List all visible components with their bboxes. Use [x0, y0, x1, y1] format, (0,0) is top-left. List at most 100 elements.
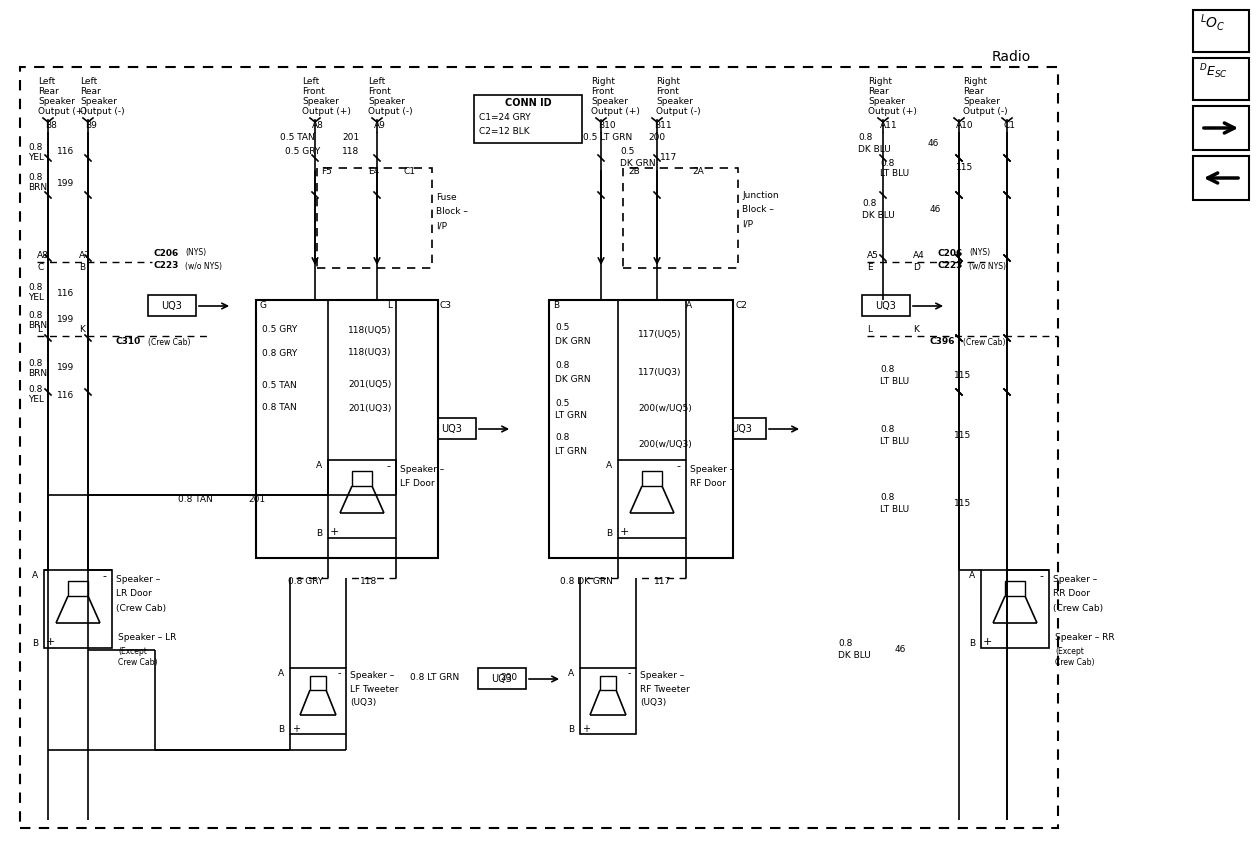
Text: Output (+): Output (+)	[302, 107, 351, 117]
Text: Left: Left	[368, 77, 385, 87]
Text: CONN ID: CONN ID	[505, 98, 552, 108]
Text: 0.8 LT GRN: 0.8 LT GRN	[410, 674, 459, 682]
Text: B: B	[969, 638, 975, 648]
Text: Speaker: Speaker	[963, 98, 999, 107]
Bar	[1193, 106, 1249, 150]
Text: DK GRN: DK GRN	[620, 158, 656, 167]
Text: LT GRN: LT GRN	[556, 447, 587, 456]
Text: (NYS): (NYS)	[969, 249, 991, 257]
Text: Left: Left	[302, 77, 319, 87]
Text: 46: 46	[895, 644, 906, 654]
Text: 0.8: 0.8	[28, 283, 43, 293]
Text: UQ3: UQ3	[491, 674, 513, 684]
Text: Crew Cab): Crew Cab)	[1055, 658, 1095, 668]
Text: Speaker –: Speaker –	[349, 671, 395, 681]
Text: LT BLU: LT BLU	[880, 170, 909, 178]
Text: (Crew Cab): (Crew Cab)	[963, 338, 1006, 346]
Bar	[317, 168, 432, 268]
Bar	[618, 460, 686, 538]
Text: Speaker: Speaker	[38, 98, 75, 107]
Bar	[623, 168, 738, 268]
Text: (Except: (Except	[1055, 648, 1084, 656]
Bar	[290, 668, 346, 734]
Text: BRN: BRN	[28, 184, 47, 192]
Text: C1=24 GRY: C1=24 GRY	[479, 113, 530, 121]
Text: DK BLU: DK BLU	[838, 650, 871, 660]
Bar	[642, 471, 662, 486]
Text: Rear: Rear	[963, 87, 984, 96]
Text: B8: B8	[45, 121, 57, 131]
Text: $^{L}O_{C}$: $^{L}O_{C}$	[1200, 11, 1226, 33]
Text: (Crew Cab): (Crew Cab)	[148, 338, 191, 346]
Text: 0.5: 0.5	[556, 398, 569, 408]
Text: B9: B9	[85, 121, 97, 131]
Text: Speaker: Speaker	[869, 98, 905, 107]
Text: I/P: I/P	[436, 222, 447, 230]
Text: Right: Right	[963, 77, 987, 87]
Text: DK BLU: DK BLU	[862, 210, 895, 219]
Text: DK GRN: DK GRN	[556, 374, 591, 384]
Text: 116: 116	[57, 147, 74, 157]
Text: Output (+): Output (+)	[869, 107, 916, 117]
Text: 0.8: 0.8	[28, 173, 43, 183]
Text: 0.5: 0.5	[556, 324, 569, 333]
Text: Output (-): Output (-)	[80, 107, 124, 117]
Text: Radio: Radio	[992, 50, 1031, 64]
Text: A8: A8	[312, 121, 324, 131]
Bar	[328, 460, 396, 538]
Text: 0.8 GRY: 0.8 GRY	[261, 348, 297, 358]
Text: Right: Right	[869, 77, 892, 87]
Text: A5: A5	[867, 251, 879, 261]
Bar	[478, 668, 525, 689]
Text: +: +	[620, 527, 630, 537]
Text: Output (+): Output (+)	[591, 107, 640, 117]
Text: 201(UQ3): 201(UQ3)	[348, 404, 391, 412]
Text: C223: C223	[155, 262, 180, 270]
Text: 46: 46	[930, 204, 941, 214]
Text: UQ3: UQ3	[732, 424, 753, 434]
Text: Output (+): Output (+)	[38, 107, 87, 117]
Text: A7: A7	[79, 251, 91, 261]
Text: 46: 46	[928, 139, 939, 147]
Text: -: -	[628, 668, 631, 678]
Text: 0.5 GRY: 0.5 GRY	[285, 147, 321, 157]
Text: B: B	[553, 301, 559, 311]
Text: A: A	[316, 461, 322, 469]
Text: A: A	[606, 461, 612, 469]
Text: Output (-): Output (-)	[963, 107, 1008, 117]
Bar	[352, 471, 372, 486]
Text: Front: Front	[591, 87, 613, 96]
Text: Output (-): Output (-)	[656, 107, 700, 117]
Text: 0.8: 0.8	[838, 639, 852, 649]
Bar	[862, 295, 910, 316]
Text: BRN: BRN	[28, 369, 47, 378]
Text: UQ3: UQ3	[162, 301, 182, 311]
Text: +: +	[331, 527, 339, 537]
Text: A: A	[31, 571, 38, 579]
Text: 200: 200	[649, 132, 665, 141]
Bar	[44, 570, 112, 648]
Text: 117(UQ5): 117(UQ5)	[639, 329, 681, 339]
Text: Junction: Junction	[742, 191, 778, 201]
Text: +: +	[47, 637, 55, 647]
Text: 0.8 DK GRN: 0.8 DK GRN	[561, 578, 613, 586]
Text: E: E	[867, 263, 872, 273]
Text: 2A: 2A	[693, 167, 704, 177]
Bar	[549, 300, 733, 558]
Text: UQ3: UQ3	[441, 424, 463, 434]
Text: K: K	[913, 326, 919, 334]
Text: Front: Front	[302, 87, 324, 96]
Text: 199: 199	[57, 315, 74, 325]
Text: YEL: YEL	[28, 152, 44, 161]
Bar	[1193, 156, 1249, 200]
Text: B11: B11	[654, 121, 671, 131]
Text: Front: Front	[368, 87, 391, 96]
Text: 0.8: 0.8	[28, 143, 43, 152]
Bar	[1006, 581, 1024, 596]
Text: A10: A10	[957, 121, 974, 131]
Text: I/P: I/P	[742, 219, 753, 229]
Text: 0.8: 0.8	[28, 311, 43, 320]
Text: Speaker –: Speaker –	[640, 671, 684, 681]
Text: C: C	[36, 263, 43, 273]
Text: B: B	[79, 263, 85, 273]
